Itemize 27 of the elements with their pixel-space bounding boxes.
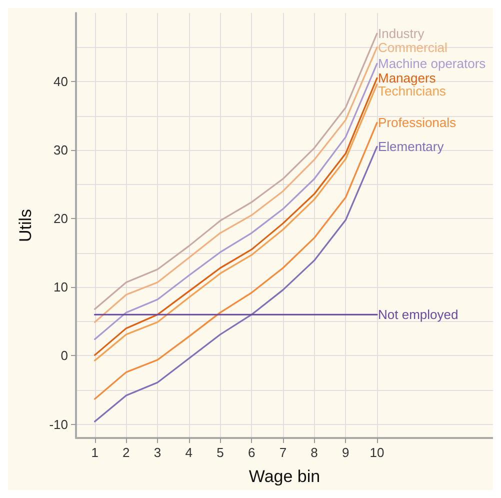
series-label: Commercial [378, 40, 448, 55]
y-tick-label: 40 [54, 74, 68, 90]
line-series [94, 122, 378, 400]
y-axis-title: Utils [16, 208, 35, 242]
x-tick-label: 4 [185, 445, 192, 460]
series-label: Industry [378, 26, 425, 42]
series-label: Machine operators [378, 56, 486, 72]
x-tick-label: 1 [91, 445, 98, 460]
y-tick-label: -10 [49, 416, 68, 432]
series-label: Not employed [378, 307, 458, 322]
x-tick-label: 3 [154, 445, 162, 460]
y-tick-label: 10 [54, 280, 68, 295]
y-tick-label: 20 [54, 211, 68, 226]
x-tick-label: 7 [279, 445, 287, 460]
x-tick-label: 5 [216, 445, 224, 460]
series-label: Professionals [378, 115, 457, 130]
series-label: Elementary [378, 139, 444, 154]
x-tick-label: 10 [370, 445, 384, 460]
x-tick-label: 8 [310, 445, 318, 460]
series-label: Managers [378, 70, 436, 86]
y-tick-label: 30 [54, 142, 68, 158]
line-series [94, 146, 378, 422]
y-tick-label: 0 [60, 348, 68, 364]
x-tick-label: 9 [342, 445, 350, 460]
x-axis-title: Wage bin [248, 467, 320, 486]
x-tick-label: 2 [122, 445, 130, 460]
x-tick-label: 6 [248, 445, 256, 460]
